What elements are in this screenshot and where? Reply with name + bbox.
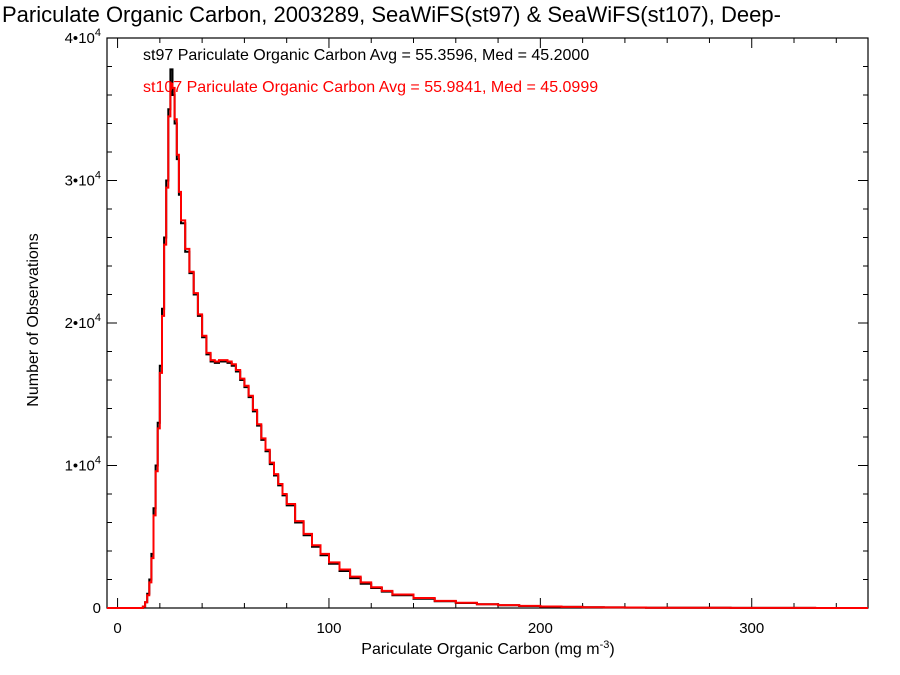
y-tick-label: 2•104 (65, 312, 101, 332)
plot-frame (106, 37, 869, 609)
y-tick-label-base: 4•10 (65, 30, 95, 47)
x-tick-label: 200 (528, 620, 553, 637)
y-tick-label-exp: 4 (95, 170, 101, 182)
y-tick-label-exp: 4 (95, 27, 101, 39)
legend-entry-st97: st97 Pariculate Organic Carbon Avg = 55.… (143, 47, 589, 64)
y-tick-label: 3•104 (65, 170, 101, 190)
y-tick-label-exp: 4 (95, 455, 101, 467)
y-tick-label-exp: 4 (95, 312, 101, 324)
x-axis-label-main: Pariculate Organic Carbon (mg m (361, 641, 599, 658)
y-tick-label-base: 2•10 (65, 315, 95, 332)
y-tick-label-base: 0 (93, 600, 101, 617)
x-axis-label-sup: -3 (600, 639, 610, 651)
legend-entry-st107: st107 Pariculate Organic Carbon Avg = 55… (143, 79, 598, 96)
y-tick-label-base: 1•10 (65, 458, 95, 475)
y-tick-label: 0 (93, 600, 101, 617)
plot-area (106, 37, 869, 609)
series-lines (107, 68, 868, 609)
y-tick-label: 1•104 (65, 455, 101, 475)
series-line-st107 (107, 82, 868, 609)
y-tick-label: 4•104 (65, 27, 101, 47)
x-tick-label: 100 (316, 620, 341, 637)
y-axis-label: Number of Observations (25, 233, 42, 406)
x-tick-label: 0 (113, 620, 121, 637)
series-line-st97 (107, 68, 868, 609)
chart-title: Pariculate Organic Carbon, 2003289, SeaW… (2, 2, 781, 27)
x-tick-label: 300 (739, 620, 764, 637)
x-axis-label-tail: ) (609, 641, 614, 658)
y-tick-label-base: 3•10 (65, 173, 95, 190)
x-axis-ticks: 0 100 200 300 (113, 38, 837, 637)
x-axis-label: Pariculate Organic Carbon (mg m-3) (361, 639, 614, 658)
